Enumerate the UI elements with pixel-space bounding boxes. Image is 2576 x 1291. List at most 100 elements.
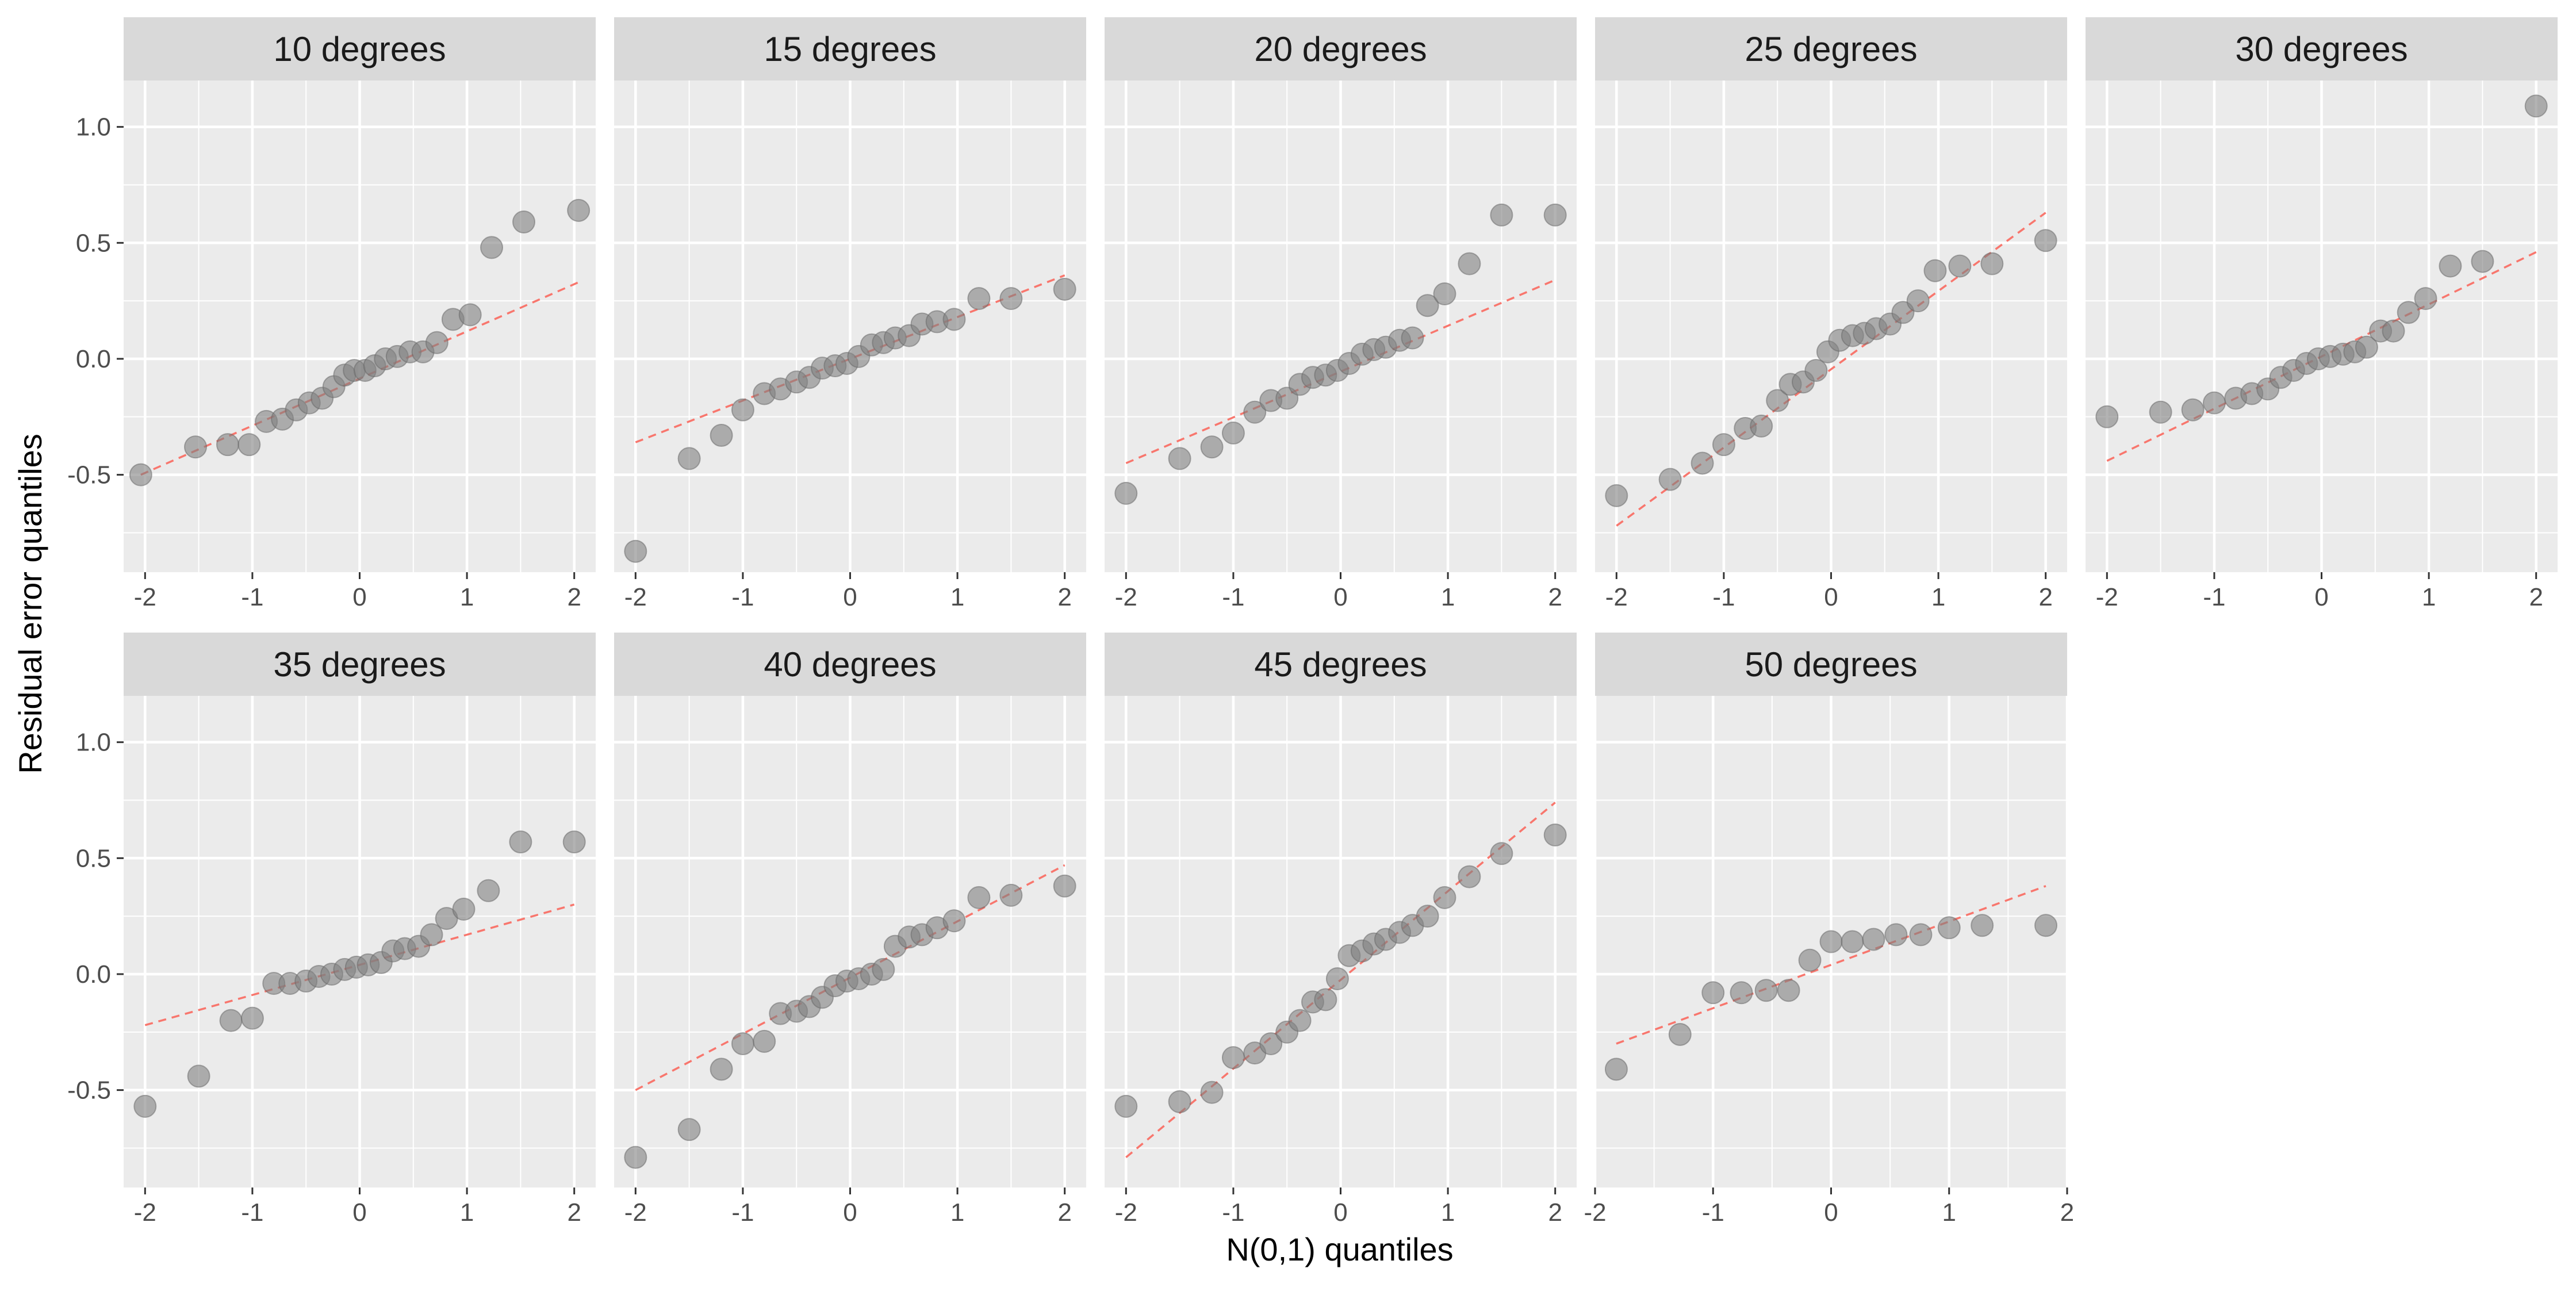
data-point xyxy=(1259,1032,1283,1055)
x-tick-label: -2 xyxy=(1115,1198,1137,1227)
facet-strip xyxy=(1595,633,2067,696)
x-tick-label: 2 xyxy=(1548,583,1562,611)
x-tick-label: 2 xyxy=(2529,583,2543,611)
facet-strip xyxy=(1595,17,2067,81)
data-point xyxy=(1490,842,1513,865)
data-point xyxy=(1416,294,1439,317)
data-point xyxy=(240,1006,264,1030)
data-point xyxy=(477,879,500,902)
data-point xyxy=(1750,414,1773,438)
data-point xyxy=(1777,979,1800,1002)
x-tick-label: -2 xyxy=(624,583,647,611)
data-point xyxy=(1948,254,1972,278)
y-axis-title: Residual error quantiles xyxy=(12,434,48,773)
data-point xyxy=(677,1118,701,1141)
data-point xyxy=(1754,979,1778,1002)
facet-title: 40 degrees xyxy=(764,645,936,684)
data-point xyxy=(1490,203,1513,227)
data-point xyxy=(710,1058,733,1081)
x-tick-label: -2 xyxy=(1605,583,1628,611)
x-tick-label: 0 xyxy=(1333,1198,1347,1227)
data-point xyxy=(567,198,591,222)
x-axis-title: N(0,1) quantiles xyxy=(1226,1231,1453,1267)
data-point xyxy=(184,435,208,459)
facet-title: 30 degrees xyxy=(2235,30,2408,68)
data-point xyxy=(1458,865,1481,888)
data-point xyxy=(425,331,448,354)
x-tick-label: 2 xyxy=(2060,1198,2074,1227)
data-point xyxy=(1433,282,1456,306)
data-point xyxy=(1114,481,1138,505)
data-point xyxy=(1658,468,1682,491)
data-point xyxy=(2181,398,2205,422)
data-point xyxy=(1980,252,2004,275)
data-point xyxy=(509,830,532,854)
data-point xyxy=(1909,923,1933,947)
facet-strip xyxy=(614,633,1086,696)
x-tick-label: 1 xyxy=(460,1198,474,1227)
facet-title: 20 degrees xyxy=(1254,30,1427,68)
x-tick-label: 2 xyxy=(567,583,581,611)
data-point xyxy=(458,303,482,327)
data-point xyxy=(1114,1094,1138,1118)
x-tick-label: -1 xyxy=(2203,583,2225,611)
x-tick-label: 0 xyxy=(352,583,366,611)
facet-panel: 15 degrees -2 -1 0 1 2 xyxy=(614,17,1086,611)
data-point xyxy=(1766,389,1789,412)
data-point xyxy=(1923,259,1947,282)
data-point xyxy=(1971,914,1994,937)
data-point xyxy=(1053,277,1076,301)
data-point xyxy=(1458,252,1481,275)
data-point xyxy=(967,886,991,909)
data-point xyxy=(753,1029,776,1053)
data-point xyxy=(2439,254,2462,278)
data-point xyxy=(237,433,261,457)
y-tick-label: 0.5 xyxy=(76,229,111,257)
x-tick-label: 2 xyxy=(2038,583,2052,611)
facet-strip xyxy=(2086,17,2558,81)
data-point xyxy=(562,830,586,854)
x-tick-label: -1 xyxy=(1702,1198,1724,1227)
data-point xyxy=(942,909,966,933)
data-point xyxy=(2202,391,2226,415)
data-point xyxy=(2414,287,2437,311)
data-point xyxy=(710,424,733,447)
data-point xyxy=(187,1064,210,1088)
y-tick-label: -0.5 xyxy=(67,1077,111,1105)
facet-title: 10 degrees xyxy=(273,30,446,68)
facet-title: 45 degrees xyxy=(1254,645,1427,684)
data-point xyxy=(872,957,895,981)
data-point xyxy=(1906,289,1930,313)
x-tick-label: 0 xyxy=(843,1198,857,1227)
x-tick-label: -1 xyxy=(731,583,754,611)
data-point xyxy=(1712,433,1735,457)
data-point xyxy=(219,1009,243,1032)
x-tick-label: 1 xyxy=(1942,1198,1956,1227)
data-point xyxy=(2034,229,2057,252)
facet-panel: 45 degrees -2 -1 0 1 2 xyxy=(1105,633,1577,1227)
data-point xyxy=(1604,1058,1628,1081)
data-point xyxy=(1243,400,1267,424)
y-tick-label: 0.0 xyxy=(76,960,111,989)
data-point xyxy=(1701,981,1725,1005)
facet-panel: 35 degrees -2 -1 0 1 2 -0.5 0.0 0.5 1.0 xyxy=(67,633,596,1227)
data-point xyxy=(1053,874,1076,898)
x-tick-label: 1 xyxy=(1441,583,1455,611)
x-tick-label: 0 xyxy=(352,1198,366,1227)
x-tick-label: 2 xyxy=(567,1198,581,1227)
x-tick-label: 0 xyxy=(2314,583,2328,611)
y-tick-label: 0.5 xyxy=(76,844,111,872)
data-point xyxy=(452,898,476,921)
facet-title: 25 degrees xyxy=(1745,30,1917,68)
x-tick-label: 2 xyxy=(1548,1198,1562,1227)
x-tick-label: 0 xyxy=(1333,583,1347,611)
y-tick-label: -0.5 xyxy=(67,461,111,489)
data-point xyxy=(1221,1046,1245,1070)
data-point xyxy=(1325,967,1349,991)
facet-strip xyxy=(124,633,596,696)
x-tick-label: -2 xyxy=(134,583,156,611)
data-point xyxy=(1884,923,1908,947)
x-tick-label: -1 xyxy=(1222,1198,1244,1227)
data-point xyxy=(420,923,443,947)
